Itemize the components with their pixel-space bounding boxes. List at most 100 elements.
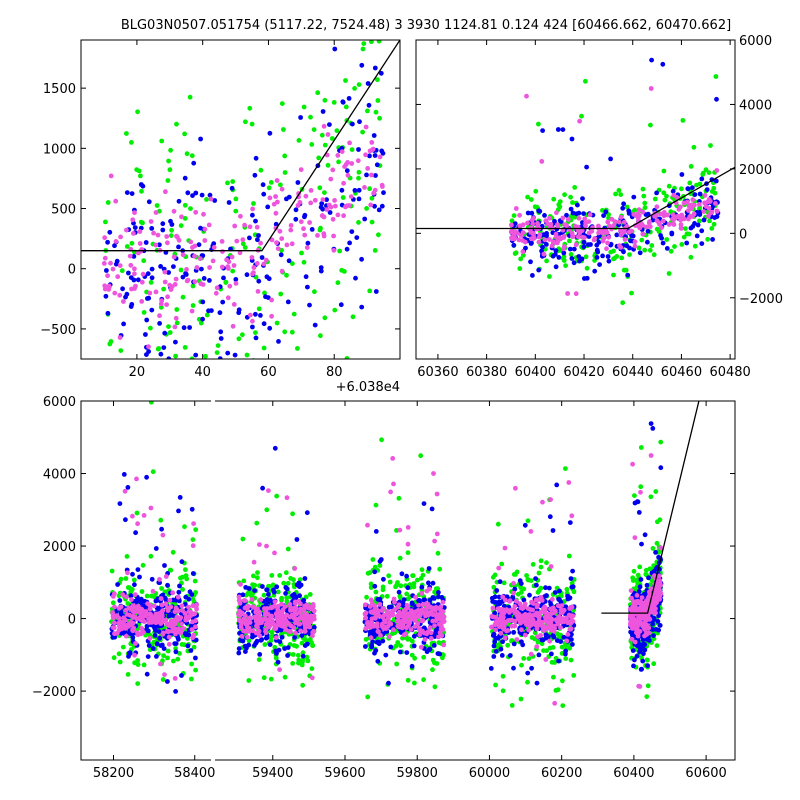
point-green	[109, 568, 115, 574]
point-green	[188, 206, 193, 212]
point-blue	[495, 635, 501, 641]
point-green	[539, 641, 545, 647]
point-pink	[511, 580, 516, 586]
point-blue	[168, 218, 173, 224]
point-green	[681, 234, 687, 240]
point-pink	[431, 471, 436, 476]
point-green	[642, 200, 648, 206]
point-pink	[501, 624, 507, 630]
model-line	[81, 40, 400, 252]
point-pink	[507, 617, 513, 623]
point-pink	[332, 198, 337, 203]
point-green	[404, 591, 410, 597]
point-green	[204, 312, 210, 318]
point-pink	[277, 622, 282, 628]
point-pink	[427, 625, 433, 631]
point-pink	[185, 277, 191, 283]
point-pink	[321, 231, 327, 237]
point-blue	[198, 136, 204, 142]
point-blue	[320, 206, 326, 212]
point-blue	[193, 655, 198, 661]
point-blue	[556, 255, 562, 260]
point-green	[365, 108, 370, 114]
point-pink	[309, 675, 315, 681]
point-pink	[701, 209, 707, 215]
point-pink	[551, 628, 557, 634]
point-blue	[356, 147, 361, 152]
point-blue	[258, 313, 263, 318]
point-pink	[679, 212, 685, 218]
point-pink	[634, 593, 640, 598]
point-green	[214, 350, 220, 355]
point-pink	[175, 626, 181, 632]
point-green	[530, 562, 536, 567]
point-pink	[509, 623, 515, 629]
point-pink	[550, 596, 555, 602]
point-green	[223, 280, 229, 285]
point-blue	[179, 673, 184, 678]
point-pink	[714, 208, 720, 214]
point-pink	[147, 603, 153, 608]
point-pink	[189, 627, 195, 632]
point-green	[623, 267, 629, 273]
point-green	[290, 511, 295, 517]
point-pink	[341, 180, 346, 186]
point-pink	[108, 260, 113, 266]
point-blue	[229, 185, 235, 191]
point-green	[154, 428, 159, 433]
point-blue	[658, 465, 664, 471]
point-pink	[178, 630, 184, 636]
point-pink	[307, 624, 312, 630]
point-blue	[112, 243, 117, 249]
point-green	[165, 178, 171, 183]
point-blue	[134, 597, 140, 603]
point-pink	[248, 312, 253, 318]
point-blue	[356, 196, 362, 202]
point-pink	[632, 639, 638, 645]
point-pink	[193, 618, 199, 624]
point-green	[563, 466, 568, 471]
point-pink	[148, 219, 154, 224]
point-green	[140, 562, 146, 568]
point-pink	[163, 574, 169, 579]
point-pink	[502, 545, 508, 551]
point-blue	[176, 508, 181, 514]
point-green	[412, 655, 418, 661]
point-pink	[252, 614, 258, 620]
point-green	[557, 204, 563, 210]
point-blue	[533, 576, 538, 581]
point-blue	[511, 641, 517, 647]
point-green	[349, 147, 355, 153]
point-pink	[632, 535, 638, 540]
point-pink	[266, 488, 271, 493]
point-pink	[541, 251, 547, 257]
point-blue	[642, 532, 648, 538]
point-green	[135, 681, 141, 686]
point-green	[174, 368, 179, 373]
point-green	[175, 387, 180, 392]
point-pink	[159, 298, 165, 304]
point-green	[256, 306, 262, 312]
point-pink	[440, 599, 446, 605]
point-green	[179, 642, 185, 647]
point-green	[155, 346, 161, 352]
point-pink	[576, 215, 582, 221]
x-tick-label: 60360	[417, 365, 458, 380]
point-pink	[135, 630, 140, 636]
point-pink	[301, 226, 306, 232]
point-pink	[441, 619, 447, 624]
point-green	[511, 213, 517, 219]
point-green	[579, 113, 584, 119]
point-pink	[658, 591, 664, 596]
point-pink	[134, 604, 140, 610]
point-blue	[131, 254, 137, 259]
point-green	[640, 186, 646, 192]
point-green	[150, 469, 156, 475]
point-blue	[173, 689, 179, 694]
point-pink	[522, 612, 528, 617]
point-pink	[346, 203, 352, 208]
point-pink	[250, 628, 256, 634]
point-green	[613, 191, 618, 197]
point-blue	[252, 588, 257, 593]
point-pink	[321, 123, 327, 129]
